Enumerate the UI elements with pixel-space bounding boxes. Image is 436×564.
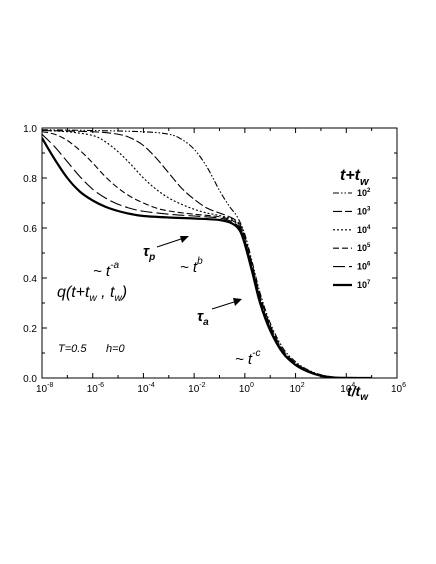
legend-label: 104 [357,225,371,235]
series-line-tw-1e6 [42,133,372,378]
y-tick-label: 0.2 [23,324,37,335]
legend-label: 107 [357,280,371,290]
x-tick-label: 104 [340,382,355,395]
series-line-tw-1e5 [42,131,372,378]
y-tick-label: 0.6 [23,224,37,235]
y-tick-label: 0.4 [23,274,37,285]
x-axis-label: t/tw [347,383,369,403]
y-tick-label: 0.0 [23,374,37,385]
annotation-tau-p: τp [143,243,155,263]
y-tick-label: 0.8 [23,174,37,185]
legend-label: 103 [357,206,371,216]
param-temperature: T=0.5 [58,343,87,355]
series-line-tw-1e3 [42,129,372,378]
data-series [42,129,372,378]
axis-tick-labels: 10-8 10-6 10-4 10-2 100 102 104 106 0.0 0.2 0.4 0.6… [23,124,406,395]
x-tick-label: 106 [391,382,406,395]
tau-a-arrow [211,301,235,310]
legend-label: 102 [357,188,371,198]
annotation-t-minus-c: ~ t-c [235,348,260,368]
x-tick-label: 100 [239,382,254,395]
y-axis-label: q(t+tw , tw) [57,284,127,304]
series-line-tw-1e2 [42,129,372,378]
tau-p-arrow [156,238,182,248]
annotation-tau-a: τa [197,308,209,328]
x-tick-label: 10-4 [137,382,154,395]
x-tick-label: 102 [290,382,305,395]
annotation-t-b: ~ tb [180,256,203,276]
x-tick-label: 10-6 [87,382,104,395]
tau-a-arrowhead [233,298,242,306]
y-tick-label: 1.0 [23,124,37,135]
annotation-t-minus-a: ~ t-a [93,260,119,280]
series-line-tw-1e7 [42,137,372,378]
x-tick-label: 10-8 [36,382,53,395]
series-line-tw-1e4 [42,129,372,378]
legend-title: t+tw [340,167,370,188]
legend: 102 103 104 105 106 107 [333,188,371,290]
legend-label: 106 [357,262,371,272]
x-tick-label: 10-2 [188,382,205,395]
param-field: h=0 [106,343,126,355]
legend-label: 105 [357,243,371,253]
tau-p-arrowhead [180,236,189,243]
